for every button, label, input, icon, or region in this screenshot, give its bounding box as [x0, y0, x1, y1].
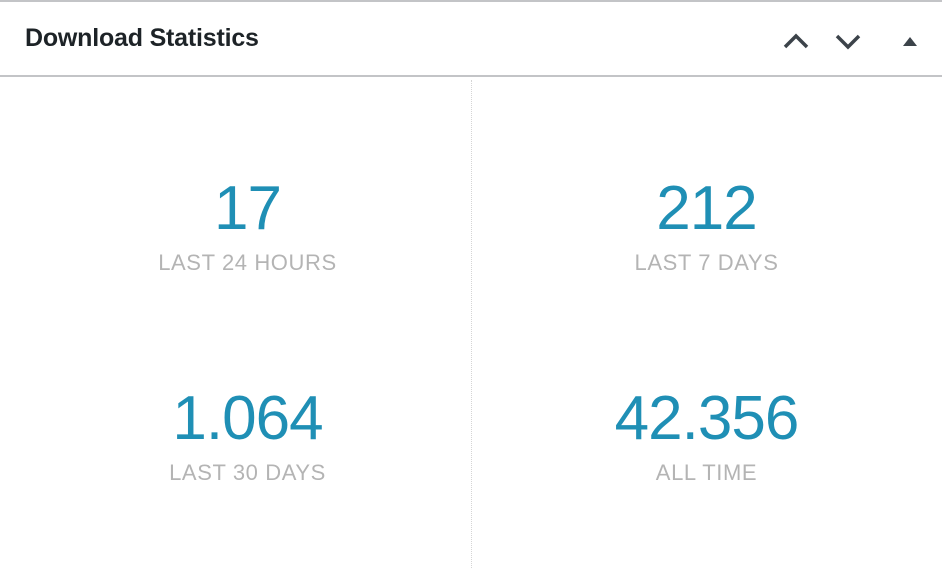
- move-up-button[interactable]: [779, 24, 813, 58]
- toggle-button[interactable]: [893, 24, 927, 58]
- stat-label: LAST 24 HOURS: [158, 250, 337, 275]
- stat-label: LAST 7 DAYS: [634, 250, 779, 275]
- move-down-button[interactable]: [831, 24, 865, 58]
- stat-value: 1.064: [172, 384, 323, 453]
- stat-item: 1.064 LAST 30 DAYS: [12, 384, 483, 486]
- stat-item: 17 LAST 24 HOURS: [12, 174, 483, 276]
- widget-header: Download Statistics: [0, 2, 942, 77]
- column-divider: [471, 80, 472, 568]
- stat-value: 17: [214, 174, 282, 243]
- stat-value: 212: [656, 174, 757, 243]
- up-icon: [783, 33, 809, 49]
- stat-label: LAST 30 DAYS: [169, 460, 326, 485]
- stat-item: 212 LAST 7 DAYS: [471, 174, 942, 276]
- stat-value: 42.356: [614, 384, 800, 453]
- widget-title: Download Statistics: [25, 24, 259, 52]
- toggle-icon: [903, 37, 917, 46]
- down-icon: [835, 34, 861, 50]
- stat-label: ALL TIME: [655, 460, 758, 485]
- stat-item: 42.356 ALL TIME: [471, 384, 942, 486]
